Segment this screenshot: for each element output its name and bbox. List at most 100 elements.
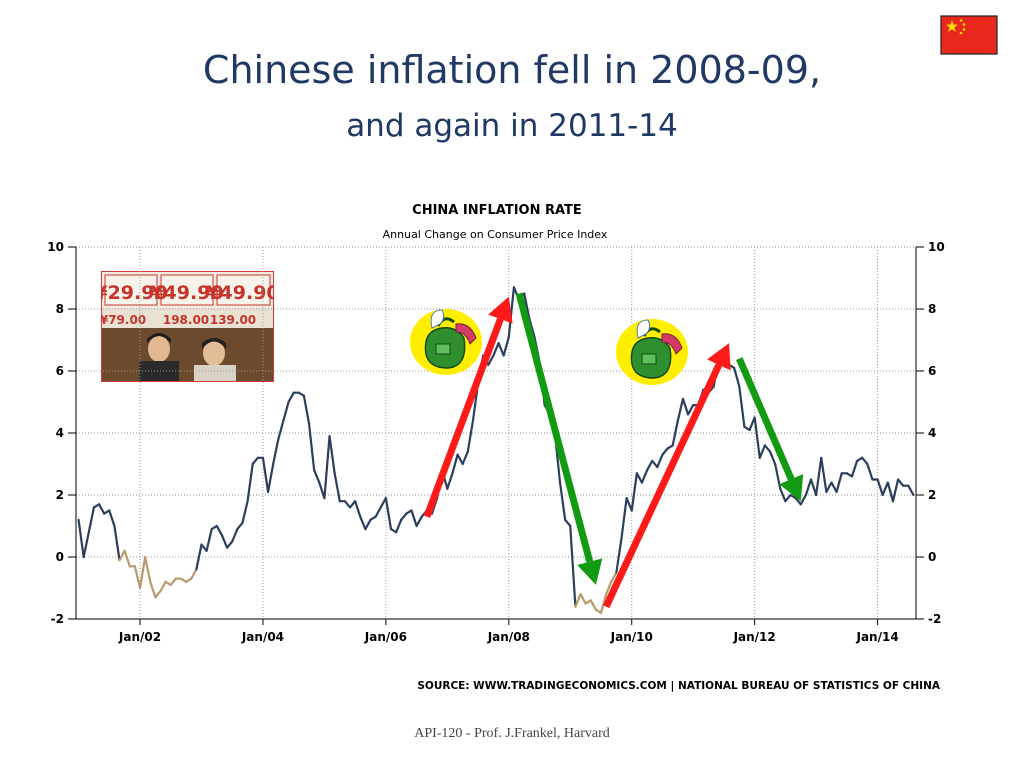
cpi-line-segment: [615, 537, 623, 574]
grid-lines: [76, 246, 916, 620]
cpi-line-segment: [809, 478, 818, 497]
cpi-line-segment: [343, 500, 352, 509]
cpi-line-segment: [635, 472, 644, 484]
cpi-line-segment: [118, 549, 126, 562]
cpi-line-segment: [681, 397, 690, 416]
cpi-line-segment: [866, 462, 874, 481]
bag-pocket: [435, 343, 451, 355]
cpi-line-segment: [661, 447, 669, 456]
cpi-line-segment: [236, 521, 244, 531]
cpi-line-segment: [589, 599, 597, 611]
cpi-line-segment: [395, 518, 403, 534]
chart-source: SOURCE: WWW.TRADINGECONOMICS.COM | NATIO…: [417, 680, 941, 692]
rise-arrow-shaft: [423, 317, 504, 518]
cpi-line-segment: [461, 450, 469, 466]
cpi-line-segment: [605, 580, 613, 596]
bag-wing-white: [430, 309, 445, 329]
price-tag-4: ¥79.00: [101, 313, 146, 327]
cpi-line-segment: [149, 580, 157, 599]
cpi-line-segment: [738, 385, 746, 428]
cpi-line-segment: [830, 481, 838, 493]
cpi-line-segment: [599, 593, 608, 614]
y-tick-label-right: 10: [928, 240, 945, 254]
y-tick-label-left: -2: [51, 612, 64, 626]
cpi-line-segment: [251, 456, 259, 466]
cpi-line-segment: [507, 286, 516, 338]
price-tag-3: ¥49.90: [206, 282, 274, 304]
cpi-line-segment: [630, 472, 638, 512]
chart-subtitle: Annual Change on Consumer Price Index: [383, 228, 608, 241]
axes: [68, 246, 924, 625]
y-tick-label-right: 4: [928, 426, 936, 440]
icons: [410, 309, 688, 385]
money-bag-icon: [616, 319, 688, 385]
cpi-line-segment: [804, 478, 813, 497]
cpi-line-segment: [82, 531, 90, 559]
price-tag-6: 139.00: [210, 313, 256, 327]
cpi-line-segment: [487, 354, 495, 366]
cpi-line-segment: [400, 512, 408, 521]
cpi-line-segment: [651, 459, 659, 469]
y-tick-label-left: 8: [56, 302, 64, 316]
bag-wing-red: [455, 323, 477, 345]
x-tick-label: Jan/04: [241, 630, 284, 644]
cpi-line-segment: [415, 515, 423, 528]
cpi-line-segment: [497, 342, 505, 357]
bag-wing-red: [661, 333, 683, 355]
cpi-line-segment: [492, 342, 500, 357]
cpi-line-segment: [558, 481, 567, 521]
cpi-line-segment: [410, 509, 418, 528]
trend-arrows: [423, 292, 804, 609]
price-tag-1: ¥29.90: [101, 282, 168, 304]
cpi-line-segment: [896, 478, 905, 487]
cpi-line-segment: [907, 484, 915, 497]
cpi-line-segment: [456, 453, 464, 466]
cpi-line-segment: [266, 462, 275, 493]
cpi-line-segment: [154, 589, 162, 599]
cpi-line-segment: [733, 366, 741, 388]
x-tick-label: Jan/12: [733, 630, 776, 644]
y-tick-label-left: 0: [56, 550, 64, 564]
chart-title: CHINA INFLATION RATE: [412, 203, 582, 218]
bag-pocket: [641, 353, 657, 365]
cpi-line-segment: [261, 456, 270, 493]
cpi-line-segment: [374, 506, 382, 518]
rise-arrow-shaft: [602, 363, 723, 609]
cpi-line-segment: [574, 593, 582, 608]
cpi-line-segment: [820, 456, 828, 493]
cpi-line-segment: [645, 459, 654, 472]
y-tick-label-left: 4: [56, 426, 64, 440]
cpi-line-segment: [313, 469, 321, 484]
cpi-line-segment: [523, 292, 531, 320]
cpi-line-segment: [451, 453, 459, 475]
x-tick-label: Jan/08: [487, 630, 530, 644]
x-tick-label: Jan/06: [364, 630, 407, 644]
price-tag-5: 198.00: [163, 313, 209, 327]
cpi-line-segment: [569, 524, 577, 608]
fall-arrow-head: [779, 474, 804, 502]
bag-wing-white: [636, 319, 651, 339]
cpi-line-segment: [123, 549, 131, 568]
cpi-line-segment: [87, 506, 96, 534]
cpi-line-segment: [287, 391, 295, 404]
cpi-line-segment: [748, 416, 756, 431]
cpi-line-segment: [190, 568, 198, 580]
cpi-line-segment: [610, 571, 618, 583]
cpi-line-segment: [144, 555, 152, 583]
cpi-line-segment: [133, 565, 142, 590]
cpi-line-segment: [364, 518, 372, 531]
cpi-line-segment: [774, 462, 782, 490]
slide-footer: API-120 - Prof. J.Frankel, Harvard: [414, 726, 610, 741]
cpi-line-segment: [225, 540, 234, 549]
fall-arrow-shaft: [515, 292, 594, 563]
cpi-line-segment: [282, 400, 290, 422]
x-tick-labels: Jan/02 Jan/04 Jan/06 Jan/08 Jan/10 Jan/12 Jan/…: [118, 630, 899, 644]
y-tick-label-right: -2: [928, 612, 941, 626]
cpi-line-segment: [231, 527, 239, 543]
y-tick-label-left: 6: [56, 364, 64, 378]
shoppers-photo: ¥29.90 ¥49.90 ¥49.90 ¥79.00 198.00 139.0…: [101, 271, 274, 382]
slide-subtitle: and again in 2011-14: [346, 108, 678, 144]
cpi-line-segment: [220, 534, 229, 549]
cpi-line-segment: [881, 481, 889, 497]
y-tick-label-right: 6: [928, 364, 936, 378]
